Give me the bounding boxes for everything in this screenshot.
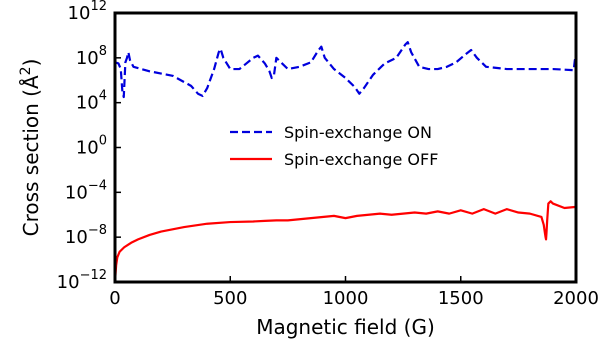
series-line-1 — [115, 41, 576, 99]
x-tick-label-4: 2000 — [553, 288, 599, 309]
y-axis-title: Cross section (Å2) — [18, 59, 43, 237]
y-tick-label-0: 10−12 — [57, 268, 107, 293]
y-axis-ticks: 10−12 10−8 10−4 100 104 108 1012 — [57, 0, 121, 293]
x-tick-label-0: 0 — [109, 288, 120, 309]
plot-frame — [113, 11, 578, 284]
x-axis-ticks: 0 500 1000 1500 2000 — [109, 276, 599, 309]
y-tick-label-2: 10−4 — [65, 178, 107, 203]
y-axis-title-text: Cross section (Å — [19, 75, 43, 236]
legend: Spin-exchange ON Spin-exchange OFF — [230, 123, 438, 169]
y-tick-label-3: 100 — [76, 134, 107, 159]
x-tick-label-3: 1500 — [438, 288, 484, 309]
x-tick-label-2: 1000 — [323, 288, 369, 309]
y-tick-label-6: 1012 — [68, 0, 107, 24]
legend-label-1: Spin-exchange ON — [284, 123, 432, 142]
y-tick-label-5: 108 — [76, 44, 107, 69]
legend-label-2: Spin-exchange OFF — [284, 150, 438, 169]
x-axis-title: Magnetic field (G) — [256, 315, 435, 339]
series-layer — [115, 41, 576, 282]
y-tick-label-1: 10−8 — [65, 223, 107, 248]
y-tick-label-4: 104 — [76, 89, 107, 114]
y-axis-title-close: ) — [19, 59, 43, 67]
series-line-2 — [115, 200, 576, 282]
y-axis-title-superscript: 2 — [18, 66, 34, 75]
x-tick-label-1: 500 — [213, 288, 247, 309]
